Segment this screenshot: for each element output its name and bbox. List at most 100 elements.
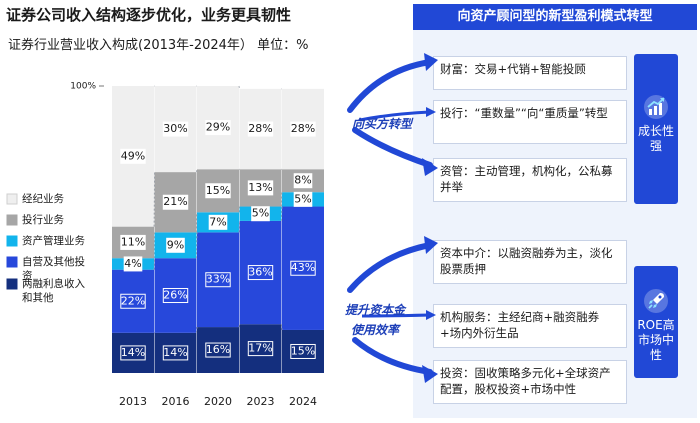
trend-chart-icon <box>644 95 668 119</box>
data-label-2024-3: 8% <box>294 174 311 187</box>
data-label-2013-0: 14% <box>121 346 145 359</box>
asset-management-text: 资管：主动管理，机构化，公私募并举 <box>440 164 613 194</box>
connector-1-1 <box>196 232 198 259</box>
roe-label-column: ROE高 市场中 性 <box>634 266 678 378</box>
data-label-box-2020-4 <box>205 120 231 136</box>
data-label-2013-2: 4% <box>124 257 141 270</box>
profit-model-panel: 向资产顾问型的新型盈利模式转型 财富：交易+代销+智能投顾 投行：“重数量”“向… <box>413 4 697 418</box>
wealth-text: 财富：交易+代销+智能投顾 <box>440 62 586 76</box>
connector-3-2 <box>281 192 283 207</box>
legend-label-2: 资产管理业务 <box>22 234 85 247</box>
main-title: 证券公司收入结构逐步优化，业务更具韧性 <box>6 6 292 24</box>
arrow-head-ib <box>426 107 436 117</box>
data-label-2024-0: 15% <box>291 344 315 357</box>
connector-0-1 <box>153 258 155 270</box>
data-label-2023-4: 28% <box>248 122 272 135</box>
bar-2016-series-1 <box>154 258 197 333</box>
data-label-2013-3: 11% <box>121 235 145 248</box>
data-label-2016-0: 14% <box>163 346 187 359</box>
arrows-layer <box>347 53 438 383</box>
connector-0-2 <box>153 232 155 259</box>
panel-header: 向资产顾问型的新型盈利模式转型 <box>413 4 697 30</box>
data-label-box-2013-3 <box>120 234 146 250</box>
investment-banking-box: 投行：“重数量”“向“重质量”转型 <box>433 100 627 144</box>
arrow-head-wealth <box>424 53 438 71</box>
data-label-2020-0: 16% <box>206 343 230 356</box>
legend-label-3-line2: 资 <box>22 270 33 282</box>
legend-swatch-0 <box>6 193 18 205</box>
roe-label-line1: ROE高 <box>637 318 675 332</box>
capital-efficiency-label: 提升资本金 使用效率 <box>345 300 405 340</box>
data-label-2016-1: 26% <box>163 289 187 302</box>
bar-2024-series-0 <box>282 329 324 373</box>
data-label-box-2013-1 <box>120 293 146 309</box>
buy-side-label: 向买方转型 <box>352 117 413 131</box>
data-label-2024-4: 28% <box>291 122 315 135</box>
roe-label-line2: 市场中 <box>637 333 674 347</box>
wealth-box: 财富：交易+代销+智能投顾 <box>433 56 627 90</box>
bar-2023-series-1 <box>239 220 282 325</box>
connector-2-4 <box>238 85 240 89</box>
arrow-head-investment <box>422 365 438 383</box>
connector-1-0 <box>196 327 198 333</box>
legend-label-1: 投行业务 <box>22 213 64 226</box>
legend-swatch-3 <box>6 256 18 268</box>
arrow-to-institutional <box>361 313 431 318</box>
connector-1-3 <box>196 169 198 173</box>
data-label-box-2023-1 <box>247 265 274 281</box>
y-axis-top-label: 100% <box>70 82 96 92</box>
bar-2016-series-0 <box>154 332 197 373</box>
data-label-box-2016-1 <box>162 288 189 304</box>
bar-2020-series-1 <box>197 232 239 328</box>
data-label-2023-3: 13% <box>248 181 272 194</box>
legend-swatch-4 <box>6 278 18 290</box>
capital-efficiency-line2: 使用效率 <box>351 323 400 337</box>
arrow-to-ib <box>359 110 431 122</box>
data-label-box-2024-0 <box>290 343 316 359</box>
data-label-box-2016-2 <box>166 237 185 253</box>
arrow-to-capital <box>347 242 433 293</box>
capital-efficiency-line1: 提升资本金 <box>345 303 406 317</box>
data-label-2020-2: 7% <box>209 215 226 228</box>
bar-2013-series-0 <box>112 332 154 373</box>
data-label-2016-4: 30% <box>163 122 187 135</box>
capital-intermediary-box: 资本中介：以融资融券为主，淡化股票质押 <box>433 240 627 284</box>
data-label-2020-1: 33% <box>206 273 230 286</box>
data-label-box-2013-0 <box>120 345 146 361</box>
data-label-box-2020-2 <box>208 214 228 230</box>
legend-label-4-line2: 和其他 <box>22 291 54 304</box>
data-label-box-2024-1 <box>290 260 316 276</box>
data-label-2024-2: 5% <box>294 192 311 205</box>
arrow-to-investment <box>352 337 433 375</box>
data-label-box-2023-4 <box>247 121 274 137</box>
data-label-box-2023-2 <box>251 206 270 222</box>
roe-label-line3: 性 <box>649 348 662 362</box>
data-label-2016-3: 21% <box>163 195 187 208</box>
arrow-to-am <box>352 127 433 168</box>
stacked-bar-chart: 100% 14% 22% 4% 11% 49% 2013 14% 26% 9% 21% 30% 2016… <box>6 82 324 408</box>
data-label-2023-0: 17% <box>248 342 272 355</box>
legend-label-3: 自营及其他投 <box>22 255 85 268</box>
growth-label-line1: 成长性 <box>637 124 674 138</box>
data-label-box-2023-0 <box>247 341 274 357</box>
institutional-services-box: 机构服务：主经纪商+融资融券+场内外衍生品 <box>433 304 627 348</box>
data-label-box-2023-3 <box>247 180 274 196</box>
arrow-to-wealth <box>347 59 433 113</box>
data-label-2023-2: 5% <box>252 207 269 220</box>
institutional-services-text: 机构服务：主经纪商+融资融券+场内外衍生品 <box>440 310 600 340</box>
data-label-box-2016-3 <box>162 194 189 210</box>
data-label-box-2016-4 <box>162 121 189 137</box>
data-label-box-2013-4 <box>120 148 146 164</box>
x-tick-2016: 2016 <box>162 395 190 408</box>
connector-0-3 <box>153 172 155 227</box>
data-label-box-2024-4 <box>290 121 316 137</box>
legend-swatch-1 <box>6 214 18 226</box>
data-label-2013-1: 22% <box>121 294 145 307</box>
investment-text: 投资：固收策略多元化+全球资产配置，股权投资+市场中性 <box>440 366 611 396</box>
connector-2-0 <box>238 324 240 328</box>
legend-swatch-2 <box>6 235 18 247</box>
capital-intermediary-text: 资本中介：以融资融券为主，淡化股票质押 <box>440 246 613 276</box>
connector-3-0 <box>281 324 283 330</box>
x-tick-2024: 2024 <box>289 395 317 408</box>
connector-2-1 <box>238 220 240 233</box>
